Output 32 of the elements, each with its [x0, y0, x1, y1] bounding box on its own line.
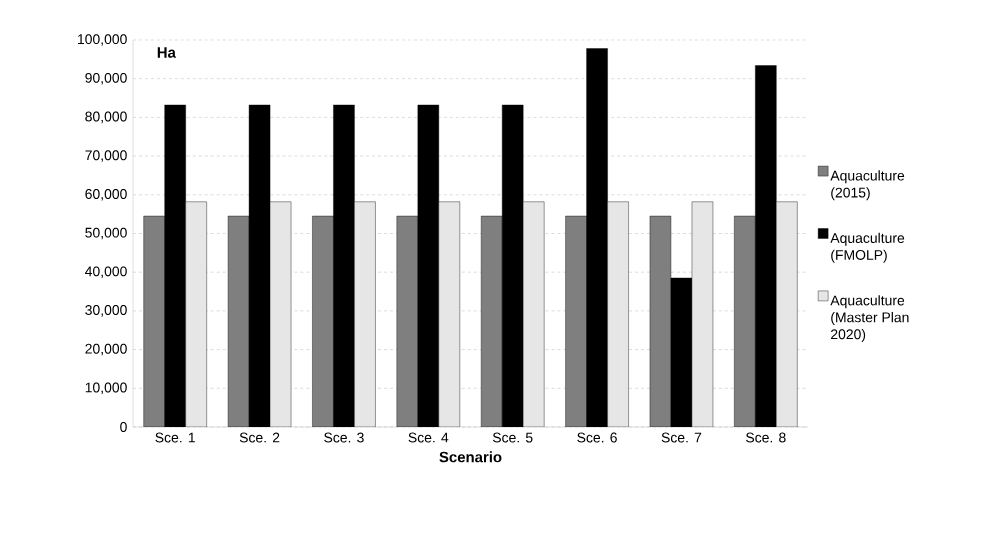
x-tick-label: Sce. 5 [492, 432, 533, 443]
y-tick-label: 70,000 [85, 150, 127, 162]
x-tick-label: Sce. 4 [408, 432, 449, 443]
x-tick-label: Sce. 3 [324, 432, 364, 443]
y-tick-label: 80,000 [85, 111, 127, 124]
y-tick-label: 40,000 [85, 266, 127, 278]
y-tick-label: 90,000 [85, 72, 127, 85]
x-tick-label: Sce. 8 [746, 432, 786, 443]
legend-label: Aquaculture (FMOLP) [830, 232, 905, 263]
legend-label: Aquaculture (2015) [830, 170, 905, 201]
bar [396, 215, 419, 427]
bar [227, 215, 250, 427]
bar [565, 215, 587, 427]
y-tick-label: 50,000 [85, 227, 127, 240]
x-tick-label: Sce. 2 [239, 432, 280, 443]
x-tick-label: Sce. 7 [661, 432, 702, 443]
legend-label: Aquaculture (Master Plan 2020) [830, 295, 909, 343]
y-tick-label: 20,000 [85, 343, 127, 356]
y-tick-label: 0 [120, 422, 127, 432]
bar [143, 215, 165, 427]
x-tick-label: Sce. 6 [577, 432, 617, 443]
y-tick-label: 30,000 [85, 305, 127, 317]
x-tick-label: Sce. 1 [155, 432, 195, 443]
bar [649, 215, 672, 427]
annotation: Ha [157, 47, 176, 58]
y-tick-label: 10,000 [85, 382, 127, 395]
y-tick-label: 60,000 [85, 189, 127, 201]
y-tick-label: 100,000 [78, 34, 127, 46]
bar [481, 215, 503, 427]
bar [734, 215, 756, 427]
x-axis-title: Scenario [439, 451, 502, 463]
bar [312, 215, 334, 427]
